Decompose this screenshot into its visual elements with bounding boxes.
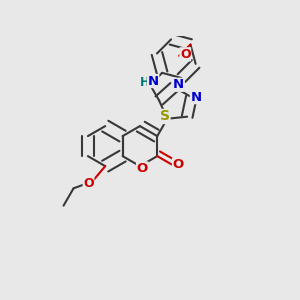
- Text: O: O: [83, 177, 94, 190]
- Text: H: H: [140, 76, 150, 89]
- Text: O: O: [180, 48, 190, 61]
- Text: N: N: [173, 78, 184, 91]
- Text: O: O: [172, 158, 184, 171]
- Text: N: N: [148, 74, 159, 88]
- Text: S: S: [160, 110, 170, 124]
- Text: O: O: [136, 162, 148, 175]
- Text: N: N: [190, 91, 202, 103]
